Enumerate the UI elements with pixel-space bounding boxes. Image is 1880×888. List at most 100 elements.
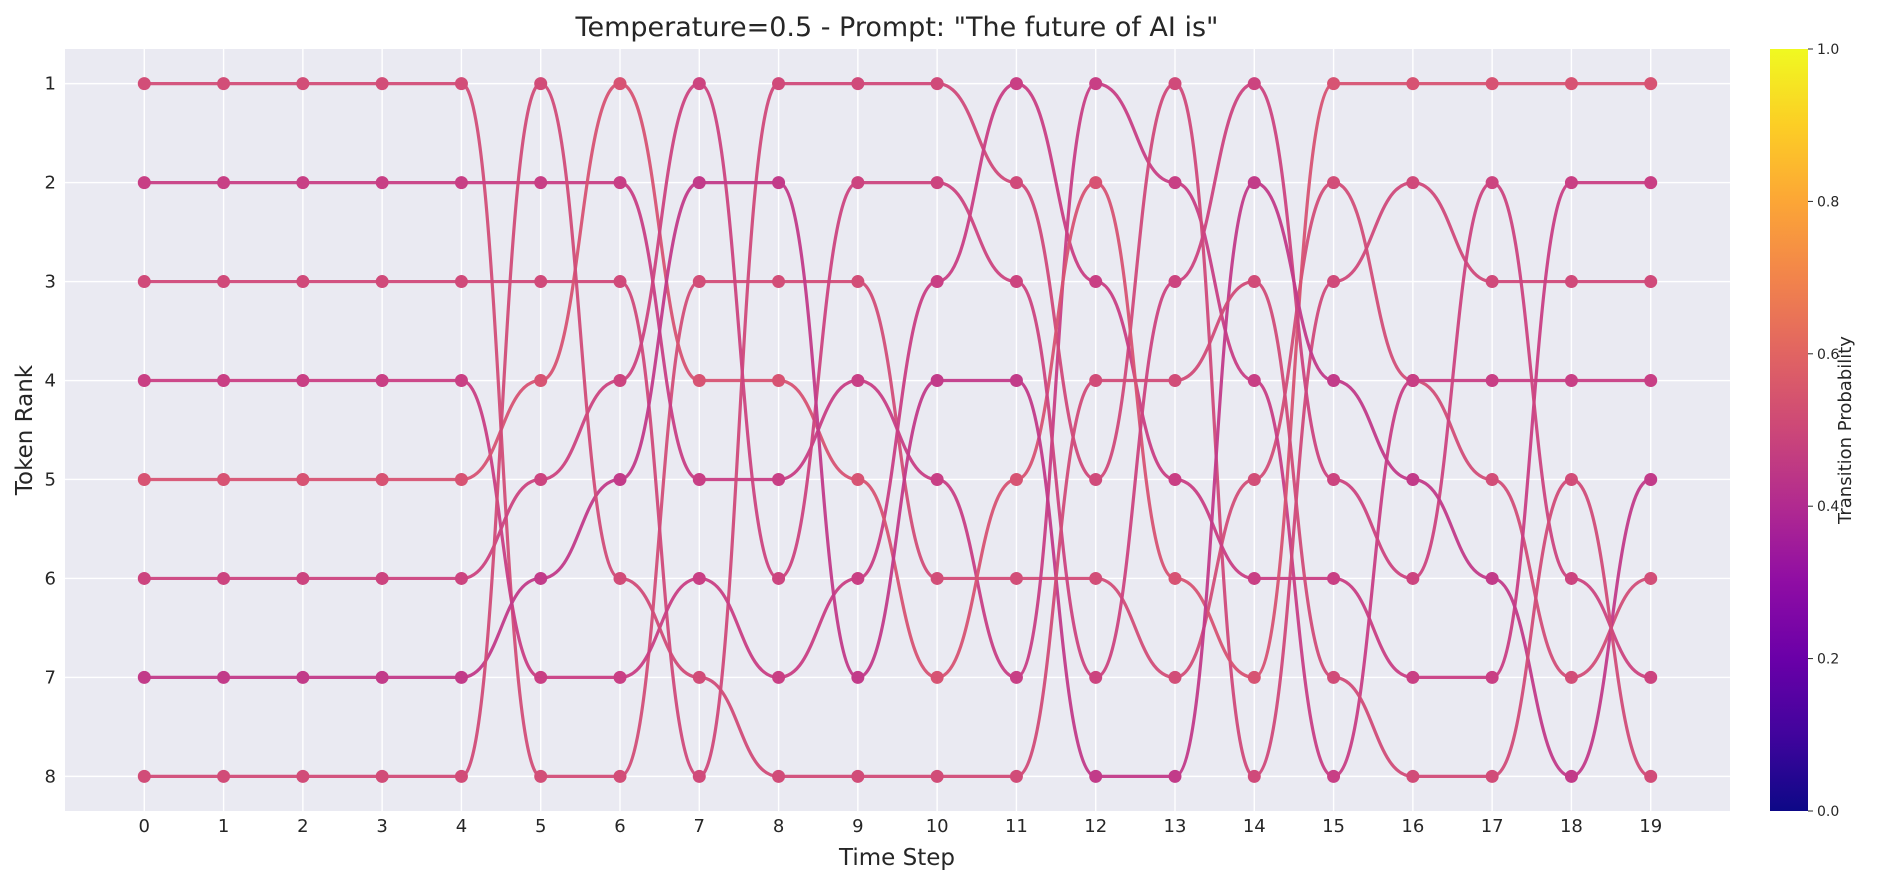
trajectory-point xyxy=(217,769,231,783)
trajectory-point xyxy=(930,571,944,585)
trajectory-point xyxy=(217,571,231,585)
x-tick-label: 13 xyxy=(1164,816,1187,837)
x-tick-label: 11 xyxy=(1005,816,1028,837)
trajectory-point xyxy=(1406,472,1420,486)
trajectory-point xyxy=(1168,77,1182,91)
trajectory-point xyxy=(1168,374,1182,388)
x-tick-label: 8 xyxy=(773,816,784,837)
trajectory-point xyxy=(534,275,548,289)
trajectory-point xyxy=(375,769,389,783)
trajectory-point xyxy=(1644,176,1658,190)
trajectory-point xyxy=(1327,472,1341,486)
trajectory-point xyxy=(375,374,389,388)
y-tick-label: 4 xyxy=(45,371,56,392)
trajectory-point xyxy=(613,176,627,190)
trajectory-point xyxy=(454,275,468,289)
colorbar xyxy=(1770,49,1808,811)
trajectory-point xyxy=(296,472,310,486)
trajectory-point xyxy=(613,374,627,388)
y-tick-label: 3 xyxy=(45,272,56,293)
colorbar-tick-label: 0.6 xyxy=(1817,347,1839,363)
trajectory-point xyxy=(1327,176,1341,190)
trajectory-line-6 xyxy=(144,82,1651,680)
trajectory-point xyxy=(1406,176,1420,190)
trajectory-point xyxy=(454,769,468,783)
trajectory-point xyxy=(692,77,706,91)
trajectory-point xyxy=(534,77,548,91)
trajectory-point xyxy=(454,472,468,486)
trajectory-point xyxy=(1009,275,1023,289)
x-tick-label: 4 xyxy=(456,816,467,837)
trajectory-point xyxy=(1009,769,1023,783)
trajectory-point xyxy=(1564,769,1578,783)
trajectory-point xyxy=(930,374,944,388)
trajectory-point xyxy=(692,176,706,190)
colorbar-tick-label: 1.0 xyxy=(1817,42,1839,58)
trajectory-point xyxy=(217,472,231,486)
trajectory-point xyxy=(137,769,151,783)
trajectory-point xyxy=(1406,77,1420,91)
trajectory-point xyxy=(1327,571,1341,585)
trajectory-point xyxy=(851,472,865,486)
x-tick-label: 6 xyxy=(614,816,625,837)
trajectory-point xyxy=(851,571,865,585)
trajectory-point xyxy=(692,472,706,486)
trajectory-point xyxy=(1247,176,1261,190)
y-tick-label: 7 xyxy=(45,667,56,688)
trajectory-point xyxy=(772,176,786,190)
trajectory-point xyxy=(930,472,944,486)
trajectory-point xyxy=(1406,769,1420,783)
trajectory-point xyxy=(217,77,231,91)
trajectory-point xyxy=(1564,275,1578,289)
colorbar-tick-label: 0.4 xyxy=(1817,499,1839,515)
trajectory-point xyxy=(851,77,865,91)
trajectory-point xyxy=(851,176,865,190)
trajectory-point xyxy=(1644,769,1658,783)
colorbar-tick-label: 0.2 xyxy=(1817,652,1839,668)
trajectory-point xyxy=(375,670,389,684)
trajectory-point xyxy=(296,275,310,289)
trajectory-point xyxy=(1009,472,1023,486)
x-tick-label: 15 xyxy=(1322,816,1345,837)
colorbar-tick-label: 0.0 xyxy=(1817,804,1839,820)
trajectory-point xyxy=(851,769,865,783)
trajectory-point xyxy=(1644,275,1658,289)
trajectory-point xyxy=(534,670,548,684)
trajectory-point xyxy=(851,374,865,388)
trajectory-point xyxy=(1089,176,1103,190)
x-tick-label: 7 xyxy=(694,816,705,837)
trajectory-point xyxy=(1247,77,1261,91)
trajectory-point xyxy=(534,374,548,388)
colorbar-label: Transition Probability xyxy=(1835,336,1856,525)
trajectory-line-2 xyxy=(144,82,1651,778)
trajectory-point xyxy=(1406,670,1420,684)
trajectory-point xyxy=(1485,374,1499,388)
trajectory-point xyxy=(1009,176,1023,190)
trajectory-point xyxy=(454,571,468,585)
trajectory-point xyxy=(1327,670,1341,684)
trajectory-point xyxy=(613,769,627,783)
trajectory-point xyxy=(692,670,706,684)
trajectory-point xyxy=(375,472,389,486)
trajectory-point xyxy=(1485,670,1499,684)
trajectory-point xyxy=(772,77,786,91)
colorbar-tick-label: 0.8 xyxy=(1817,194,1839,210)
trajectory-point xyxy=(1406,571,1420,585)
x-tick-label: 18 xyxy=(1560,816,1583,837)
trajectory-point xyxy=(296,670,310,684)
trajectory-point xyxy=(296,374,310,388)
trajectory-point xyxy=(1168,472,1182,486)
trajectory-point xyxy=(851,275,865,289)
trajectory-point xyxy=(1247,769,1261,783)
trajectory-point xyxy=(137,472,151,486)
trajectory-point xyxy=(1247,374,1261,388)
y-tick-label: 6 xyxy=(45,568,56,589)
trajectory-point xyxy=(1089,670,1103,684)
x-tick-label: 3 xyxy=(376,816,387,837)
trajectory-point xyxy=(534,571,548,585)
points-layer xyxy=(137,77,1658,783)
trajectory-point xyxy=(772,769,786,783)
x-axis-label: Time Step xyxy=(838,845,955,871)
